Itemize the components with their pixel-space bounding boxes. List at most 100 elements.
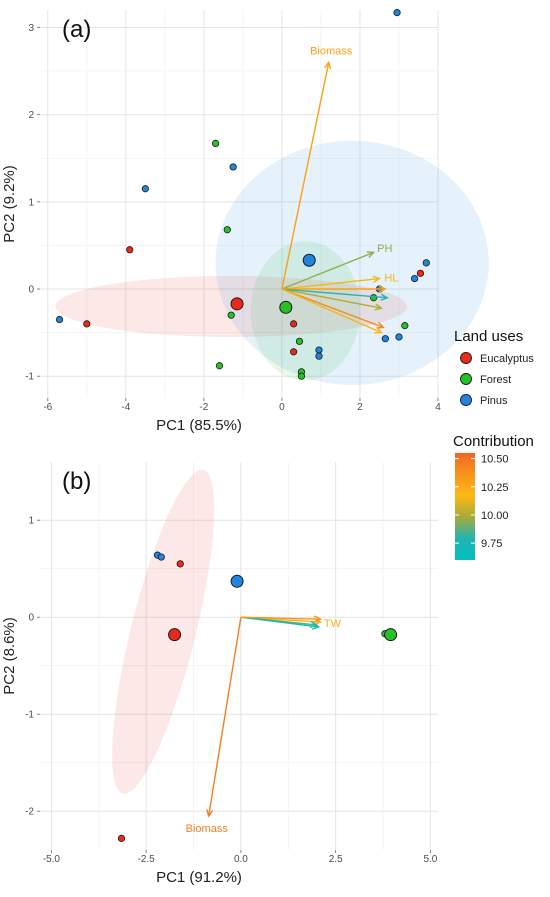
panel-a-loading-arrow-bh — [281, 288, 383, 334]
panel-a-point-eucalyptus — [126, 246, 134, 254]
colorbar-tick-label: 10.50 — [481, 454, 509, 466]
panel-a-arrow-shaft — [281, 62, 330, 290]
panel-a-point-pinus — [55, 315, 64, 324]
panel-a-arrow-shaft — [281, 288, 384, 329]
panel-a-label: (a) — [62, 16, 91, 43]
panel-a-point-eucalyptus — [290, 320, 298, 328]
panel-b-point-eucalyptus — [117, 834, 126, 842]
panel-a-biplot: Biomass PH HL -6 -4 -2 0 2 4 -1 0 1 2 3 PC1 (85.5%) PC2… — [1, 9, 489, 434]
panel-a-point-forest — [297, 372, 306, 380]
panel-a-point-forest — [295, 337, 304, 345]
panel-a-arrow-shaft — [281, 277, 380, 290]
panel-a-arrow-head — [372, 275, 382, 283]
panel-b-arrow-shaft — [240, 616, 319, 628]
panel-b-y-tick-label: 0 — [28, 613, 34, 624]
panel-b-x-tick-label: 0.0 — [234, 854, 248, 865]
panel-a-arrow-head — [374, 326, 383, 334]
panel-a-arrow-head — [323, 60, 332, 70]
panel-a-point-forest — [223, 226, 231, 234]
panel-a-loading-arrow-w — [281, 285, 387, 293]
panel-b-x-tick-label: 2.5 — [329, 854, 343, 865]
colorbar-tick-label: 10.00 — [481, 510, 509, 522]
panel-a-point-pinus — [422, 259, 430, 267]
legend-label-pinus: Pinus — [480, 395, 508, 407]
panel-b-arrow-label-tw: TW — [324, 618, 342, 630]
panel-a-point-pinus — [410, 274, 419, 283]
panel-b-x-tick-label: 5.0 — [423, 854, 437, 865]
panel-a-y-tick-label: 0 — [28, 285, 34, 296]
legend-item-eucalyptus: Eucalyptus — [460, 352, 534, 365]
panel-a-arrow-head — [380, 293, 389, 301]
panel-a-y-tick-label: 3 — [28, 23, 34, 34]
panel-a-point-forest — [215, 362, 224, 370]
panel-b-centroid-forest — [384, 628, 398, 642]
panel-a-arrow-shaft — [281, 288, 382, 309]
panel-a-arrow-head — [374, 303, 384, 311]
panel-b-y-tick-label: 1 — [28, 516, 34, 527]
panel-a-arrow-shaft — [281, 288, 382, 334]
panel-a-x-tick-label: -6 — [43, 402, 52, 413]
panel-a-point-forest — [401, 322, 409, 330]
panel-b-y-tick-label: -1 — [25, 710, 34, 721]
panel-a-x-tick-label: -4 — [121, 402, 130, 413]
panel-a-point-eucalyptus — [416, 269, 425, 277]
legend-item-pinus: Pinus — [460, 394, 508, 407]
legend-swatch-pinus — [460, 394, 472, 406]
panel-a-loading-arrow-tl — [281, 288, 389, 301]
panel-a-ellipse-pinus — [215, 140, 489, 385]
legend-swatch-eucalyptus — [460, 352, 472, 364]
panel-a-centroid-forest — [279, 300, 293, 314]
panel-a-point-eucalyptus — [290, 348, 298, 356]
panel-a-arrow-head — [376, 321, 385, 329]
panel-b-arrow-label-biomass: Biomass — [186, 823, 229, 835]
legend-label-eucalyptus: Eucalyptus — [480, 353, 534, 365]
panel-a-loading-arrow-tt — [281, 288, 385, 329]
panel-b-x-tick-label: -2.5 — [138, 854, 156, 865]
panel-b-y-tick-label: -2 — [25, 807, 34, 818]
panel-a-plot-area — [40, 10, 438, 398]
panel-a-y-tick-label: -1 — [25, 372, 34, 383]
panel-b-arrow-shaft — [207, 617, 242, 817]
panel-a-point-forest — [227, 311, 235, 319]
panel-b-arrow-shaft — [240, 616, 321, 620]
colorbar-tick-label: 9.75 — [481, 538, 502, 550]
panel-a-loading-arrow-sl — [281, 288, 384, 311]
panel-b-x-tick-label: -5.0 — [43, 854, 61, 865]
panel-a-point-pinus — [381, 335, 389, 343]
panel-a-x-tick-label: -2 — [199, 402, 208, 413]
panel-a-point-pinus — [315, 352, 323, 360]
panel-b-point-pinus — [157, 553, 165, 561]
panel-a-arrow-head — [378, 285, 387, 293]
panel-a-loading-arrow-hl: HL — [281, 272, 398, 290]
panel-a-arrow-label-hl: HL — [384, 272, 398, 284]
panel-a-arrow-head — [366, 251, 376, 259]
panel-a-arrow-label-biomass: Biomass — [310, 46, 353, 58]
panel-b-ellipse-eucalyptus — [112, 469, 215, 794]
panel-b-arrow-head — [313, 615, 323, 623]
legend-swatch-forest — [460, 373, 472, 385]
panel-a-centroid-eucalyptus — [230, 297, 244, 311]
panel-a-x-tick-label: 2 — [357, 402, 363, 413]
panel-a-y-tick-label: 2 — [28, 110, 34, 121]
panel-b-plot-area — [40, 462, 438, 850]
panel-a-y-axis-title: PC2 (9.2%) — [1, 165, 18, 243]
panel-a-y-tick-label: 1 — [28, 197, 34, 208]
panel-a-arrow-shaft — [281, 251, 374, 290]
panel-b-biplot: Biomass TW -5.0 -2.5 0.0 2.5 5.0 -2 -1 0 1 PC1 (91.… — [1, 462, 438, 886]
contribution-legend-title: Contribution — [453, 433, 534, 450]
panel-b-centroid-eucalyptus — [168, 628, 182, 642]
panel-a-point-forest — [370, 294, 378, 302]
panel-b-x-axis-title: PC1 (91.2%) — [156, 869, 242, 886]
legend: Land uses Eucalyptus Forest Pinus Contributi… — [453, 328, 534, 560]
panel-b-label: (b) — [62, 468, 91, 495]
panel-a-point-eucalyptus — [83, 320, 91, 328]
panel-a-point-pinus — [393, 9, 401, 17]
panel-b-loading-arrow-bh — [240, 615, 323, 623]
panel-b-loading-arrow-biomass: Biomass — [186, 617, 242, 835]
panel-a-point-forest — [211, 139, 220, 148]
panel-a-x-tick-label: 0 — [279, 402, 285, 413]
panel-a-arrow-label-ph: PH — [377, 243, 392, 255]
panel-a-loading-arrow-ph: PH — [281, 243, 392, 290]
panel-b-loading-arrow-sl — [240, 616, 321, 630]
